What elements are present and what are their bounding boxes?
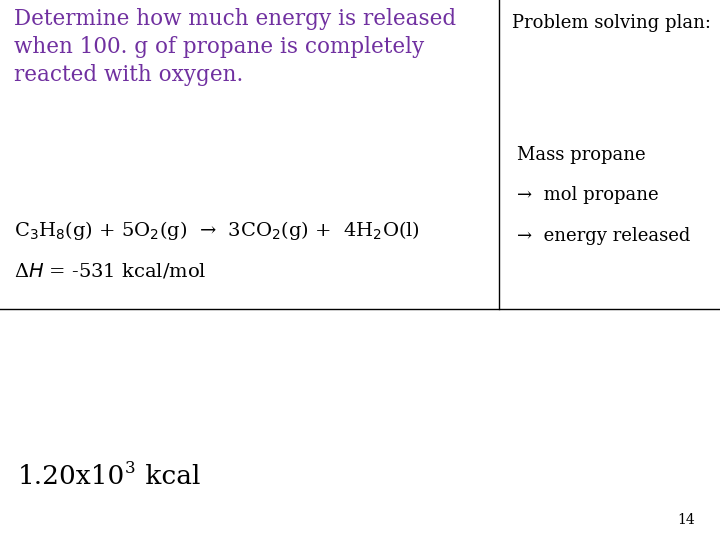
Text: Δ$H$ = -531 kcal/mol: Δ$H$ = -531 kcal/mol: [14, 262, 207, 281]
Text: →  energy released: → energy released: [517, 227, 690, 245]
Text: C$_3$H$_8$(g) + 5O$_2$(g)  →  3CO$_2$(g) +  4H$_2$O(l): C$_3$H$_8$(g) + 5O$_2$(g) → 3CO$_2$(g) +…: [14, 219, 420, 242]
Text: Determine how much energy is released
when 100. g of propane is completely
react: Determine how much energy is released wh…: [14, 8, 456, 86]
Text: Problem solving plan:: Problem solving plan:: [512, 14, 711, 31]
Text: 1.20x10: 1.20x10: [18, 464, 125, 489]
Text: Mass propane: Mass propane: [517, 146, 646, 164]
Text: kcal: kcal: [137, 464, 200, 489]
Text: 14: 14: [677, 512, 695, 526]
Text: 3: 3: [125, 460, 135, 477]
Text: →  mol propane: → mol propane: [517, 186, 659, 204]
